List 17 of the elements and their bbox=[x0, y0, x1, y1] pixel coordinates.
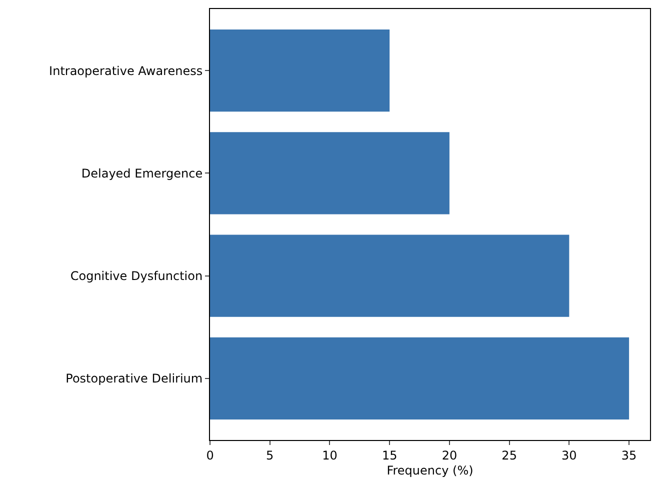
x-tick-label: 15 bbox=[382, 448, 398, 462]
x-tick-label: 20 bbox=[442, 448, 458, 462]
x-tick-label: 0 bbox=[206, 448, 214, 462]
bar bbox=[210, 30, 390, 112]
bar bbox=[210, 337, 630, 420]
x-tick-label: 10 bbox=[322, 448, 338, 462]
x-axis-title: Frequency (%) bbox=[386, 463, 474, 478]
bar bbox=[210, 234, 570, 317]
x-tick-label: 30 bbox=[562, 448, 577, 462]
y-tick-label: Intraoperative Awareness bbox=[49, 64, 203, 78]
x-tick-label: 25 bbox=[502, 448, 517, 462]
x-tick-label: 35 bbox=[621, 448, 637, 462]
x-tick-label: 5 bbox=[266, 448, 274, 462]
y-tick-label: Postoperative Delirium bbox=[66, 372, 203, 386]
y-tick-label: Cognitive Dysfunction bbox=[70, 269, 203, 284]
bar bbox=[210, 132, 450, 214]
y-tick-label: Delayed Emergence bbox=[81, 166, 203, 180]
